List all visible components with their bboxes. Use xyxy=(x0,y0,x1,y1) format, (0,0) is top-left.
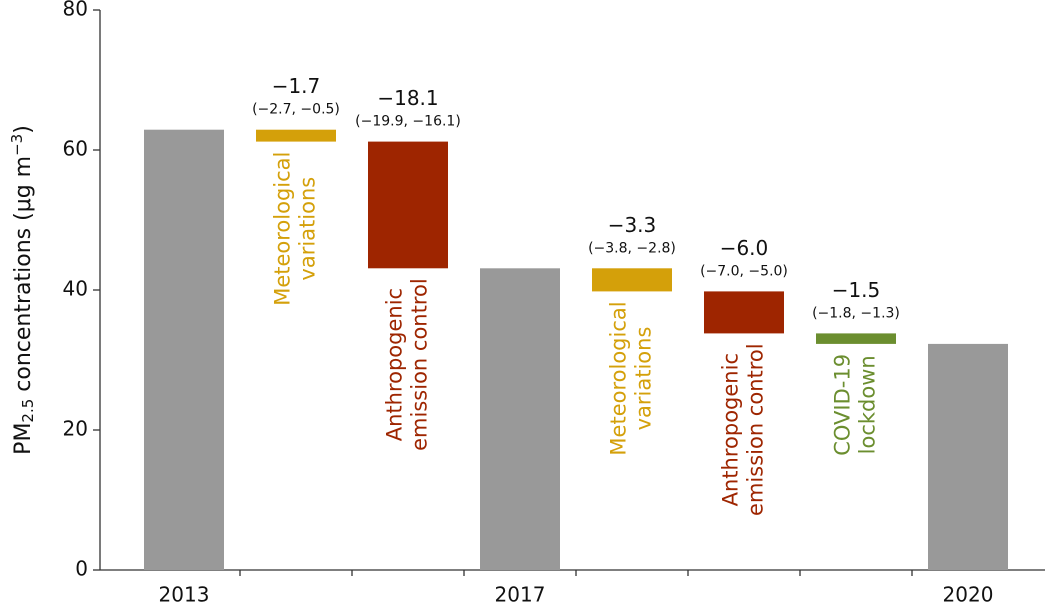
y-axis-label-part: −3 xyxy=(8,134,26,156)
bar-label: lockdown xyxy=(856,355,880,454)
interval-label: (−3.8, −2.8) xyxy=(588,240,676,256)
y-tick-label: 20 xyxy=(63,417,88,441)
value-label: −1.5 xyxy=(832,278,881,302)
value-label: −3.3 xyxy=(608,213,657,237)
y-axis-label-part: PM xyxy=(11,423,36,455)
y-axis-label-part: ) xyxy=(11,125,36,134)
bar-label: Anthropogenic xyxy=(719,353,743,506)
y-tick-label: 0 xyxy=(75,557,88,581)
bar xyxy=(256,129,336,142)
bar xyxy=(928,343,1008,570)
bar xyxy=(592,268,672,292)
y-tick-label: 40 xyxy=(63,277,88,301)
x-tick-label: 2013 xyxy=(159,583,210,606)
bar-label: variations xyxy=(296,177,320,281)
bar-label: emission control xyxy=(744,343,768,516)
bar-label: COVID-19 xyxy=(831,354,855,456)
bar xyxy=(480,268,560,570)
bar xyxy=(816,333,896,344)
bar xyxy=(368,141,448,269)
interval-label: (−1.8, −1.3) xyxy=(812,305,900,321)
y-tick-label: 60 xyxy=(63,137,88,161)
interval-label: (−19.9, −16.1) xyxy=(355,114,461,130)
y-axis-label-part: concentrations (μg m xyxy=(11,156,36,399)
bar-label: emission control xyxy=(408,278,432,451)
x-tick-label: 2017 xyxy=(495,583,546,606)
bar-label: variations xyxy=(632,327,656,431)
y-axis-label-part: 2.5 xyxy=(19,399,37,423)
value-label: −1.7 xyxy=(272,74,321,98)
bar-label: Anthropogenic xyxy=(383,288,407,441)
interval-label: (−7.0, −5.0) xyxy=(700,263,788,279)
value-label: −6.0 xyxy=(720,236,769,260)
y-axis-label: PM2.5 concentrations (μg m−3) xyxy=(8,125,37,455)
x-tick-label: 2020 xyxy=(943,583,994,606)
bar xyxy=(144,129,224,570)
value-label: −18.1 xyxy=(377,86,438,110)
interval-label: (−2.7, −0.5) xyxy=(252,102,340,118)
bar xyxy=(704,291,784,334)
y-tick-label: 80 xyxy=(63,0,88,21)
bar-label: Meteorological xyxy=(607,301,631,455)
bar-label: Meteorological xyxy=(271,152,295,306)
